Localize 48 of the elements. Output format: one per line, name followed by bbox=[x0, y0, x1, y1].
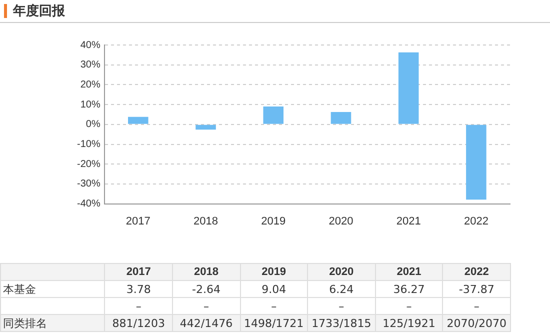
data-label: 6.24 bbox=[308, 280, 376, 298]
y-tick-label: -40% bbox=[76, 198, 100, 210]
text: 125/1921 bbox=[375, 314, 443, 332]
x-tick-label: 2020 bbox=[328, 215, 354, 228]
category-label: 2022 bbox=[464, 266, 489, 278]
text: – bbox=[271, 300, 277, 312]
text: – bbox=[338, 300, 344, 312]
category-label: 2019 bbox=[262, 266, 286, 278]
text: 2070/2070 bbox=[442, 314, 510, 332]
text: 1733/1815 bbox=[308, 314, 376, 332]
data-label: 36.27 bbox=[375, 280, 443, 298]
x-tick-label: 2019 bbox=[261, 215, 286, 228]
data-label: 3.78 bbox=[104, 280, 172, 298]
x-tick-label: 2018 bbox=[194, 215, 218, 228]
text: 同类排名 bbox=[0, 314, 105, 332]
y-tick-label: 20% bbox=[80, 79, 100, 90]
text: 881/1203 bbox=[104, 314, 172, 332]
y-tick-label: -10% bbox=[76, 139, 100, 150]
text: – bbox=[406, 300, 412, 312]
data-label: 9.04 bbox=[240, 280, 308, 298]
category-label: 2017 bbox=[126, 266, 151, 278]
text: 442/1476 bbox=[172, 314, 240, 332]
y-tick-label: 10% bbox=[80, 99, 100, 110]
text: – bbox=[104, 298, 172, 314]
bar bbox=[330, 112, 352, 124]
bar bbox=[128, 116, 148, 124]
y-tick-label: -20% bbox=[76, 158, 100, 170]
bar bbox=[263, 106, 284, 124]
text: – bbox=[203, 300, 209, 312]
y-tick-label: 0% bbox=[86, 119, 100, 130]
data-label: -2.64 bbox=[172, 280, 240, 298]
category-label: 2020 bbox=[329, 266, 354, 278]
data-label: -37.87 bbox=[442, 280, 510, 298]
x-tick-label: 2021 bbox=[396, 215, 421, 228]
text: 1498/1721 bbox=[240, 314, 308, 332]
category-label: 2018 bbox=[194, 266, 218, 278]
bar bbox=[398, 52, 419, 124]
y-tick-label: -30% bbox=[76, 178, 100, 190]
y-tick-label: 40% bbox=[80, 40, 100, 51]
x-tick-label: 2017 bbox=[126, 215, 150, 228]
category-label: 2021 bbox=[396, 266, 422, 278]
bar bbox=[466, 124, 486, 200]
text: 本基金 bbox=[0, 280, 105, 298]
y-tick-label: 30% bbox=[80, 60, 100, 71]
x-tick-label: 2022 bbox=[464, 215, 488, 228]
text: – bbox=[474, 300, 480, 312]
bar bbox=[196, 124, 216, 130]
chart-title: 年度回报 bbox=[13, 2, 65, 20]
